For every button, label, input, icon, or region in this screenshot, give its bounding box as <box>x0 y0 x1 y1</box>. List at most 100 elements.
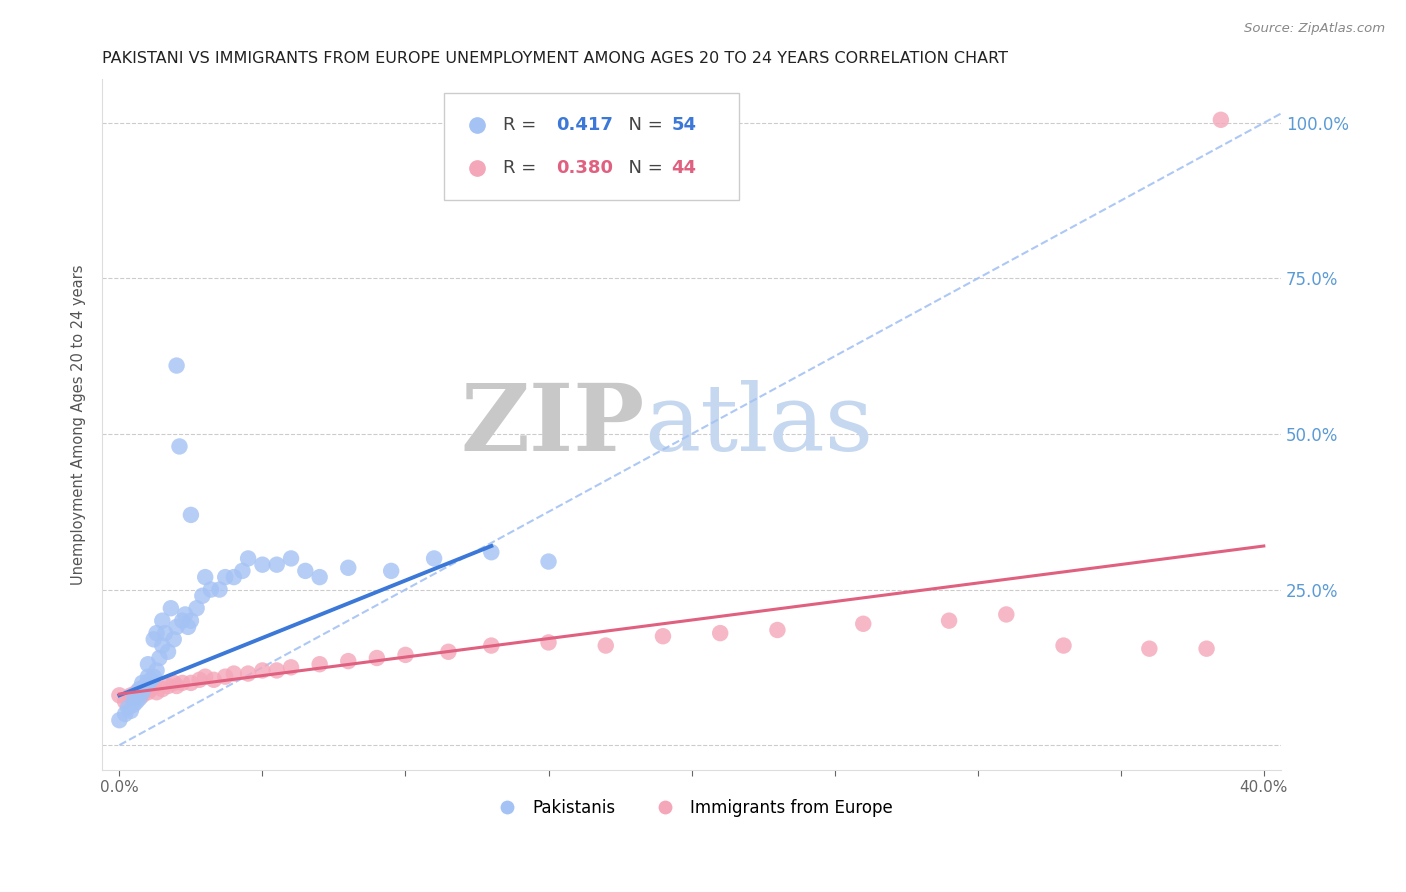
Point <box>148 651 170 665</box>
Point <box>136 685 159 699</box>
Y-axis label: Unemployment Among Ages 20 to 24 years: Unemployment Among Ages 20 to 24 years <box>72 264 86 585</box>
Point <box>1052 639 1074 653</box>
Point <box>337 654 360 668</box>
Point <box>150 639 173 653</box>
Point <box>136 670 159 684</box>
Point <box>145 664 167 678</box>
Point <box>150 682 173 697</box>
Point <box>394 648 416 662</box>
Point <box>142 632 165 647</box>
Point <box>200 582 222 597</box>
Point <box>177 620 200 634</box>
Point <box>150 614 173 628</box>
Point <box>139 682 162 697</box>
Text: atlas: atlas <box>644 380 873 470</box>
Point <box>145 685 167 699</box>
Point <box>114 706 136 721</box>
Point <box>236 666 259 681</box>
Text: Source: ZipAtlas.com: Source: ZipAtlas.com <box>1244 22 1385 36</box>
Point <box>766 623 789 637</box>
Point <box>423 551 446 566</box>
Text: 44: 44 <box>672 159 696 178</box>
Point <box>134 682 156 697</box>
Point <box>172 676 194 690</box>
Point <box>537 635 560 649</box>
Point <box>114 694 136 708</box>
Text: 0.380: 0.380 <box>555 159 613 178</box>
Text: PAKISTANI VS IMMIGRANTS FROM EUROPE UNEMPLOYMENT AMONG AGES 20 TO 24 YEARS CORRE: PAKISTANI VS IMMIGRANTS FROM EUROPE UNEM… <box>103 51 1008 66</box>
Point <box>191 589 214 603</box>
Point <box>134 679 156 693</box>
Point <box>252 664 274 678</box>
Point <box>188 673 211 687</box>
Point <box>995 607 1018 622</box>
Point <box>166 359 188 373</box>
Point <box>252 558 274 572</box>
Point <box>125 694 148 708</box>
Point <box>337 561 360 575</box>
Point <box>709 626 731 640</box>
Point <box>537 555 560 569</box>
Point <box>156 679 179 693</box>
Point <box>294 564 316 578</box>
Text: N =: N = <box>617 116 669 134</box>
Point <box>208 582 231 597</box>
Point <box>136 676 159 690</box>
Point <box>1209 112 1232 127</box>
Point <box>1137 641 1160 656</box>
Text: N =: N = <box>617 159 669 178</box>
Point <box>380 564 402 578</box>
Point <box>280 660 302 674</box>
Point <box>166 679 188 693</box>
Point <box>280 551 302 566</box>
Point <box>122 689 145 703</box>
Point <box>308 657 330 672</box>
Point <box>194 570 217 584</box>
Point <box>139 673 162 687</box>
Point <box>153 626 176 640</box>
Point <box>108 689 131 703</box>
Text: R =: R = <box>503 159 541 178</box>
Text: R =: R = <box>503 116 541 134</box>
Point <box>479 639 502 653</box>
Point <box>166 620 188 634</box>
Point <box>214 570 236 584</box>
Point <box>142 679 165 693</box>
Text: 0.417: 0.417 <box>555 116 613 134</box>
Point <box>652 629 675 643</box>
Point <box>131 685 153 699</box>
Point <box>214 670 236 684</box>
Point <box>108 713 131 727</box>
Point <box>160 601 183 615</box>
Point <box>194 670 217 684</box>
Point <box>479 545 502 559</box>
Point <box>1195 641 1218 656</box>
Point <box>169 440 191 454</box>
Point <box>120 704 142 718</box>
Text: ZIP: ZIP <box>460 380 644 470</box>
Point <box>163 632 186 647</box>
Point <box>180 676 202 690</box>
Point <box>852 616 875 631</box>
Point <box>174 607 197 622</box>
Point <box>180 508 202 522</box>
Point <box>186 601 208 615</box>
Point <box>128 691 150 706</box>
Legend: Pakistanis, Immigrants from Europe: Pakistanis, Immigrants from Europe <box>484 792 900 824</box>
Point <box>122 698 145 712</box>
Point <box>131 676 153 690</box>
Point <box>266 558 288 572</box>
FancyBboxPatch shape <box>444 93 738 200</box>
Point <box>231 564 253 578</box>
Point <box>222 570 245 584</box>
Point <box>145 626 167 640</box>
Point <box>136 657 159 672</box>
Point <box>172 614 194 628</box>
Point <box>163 676 186 690</box>
Point <box>142 670 165 684</box>
Point <box>202 673 225 687</box>
Point <box>366 651 388 665</box>
Point <box>595 639 617 653</box>
Point <box>437 645 460 659</box>
Point <box>236 551 259 566</box>
